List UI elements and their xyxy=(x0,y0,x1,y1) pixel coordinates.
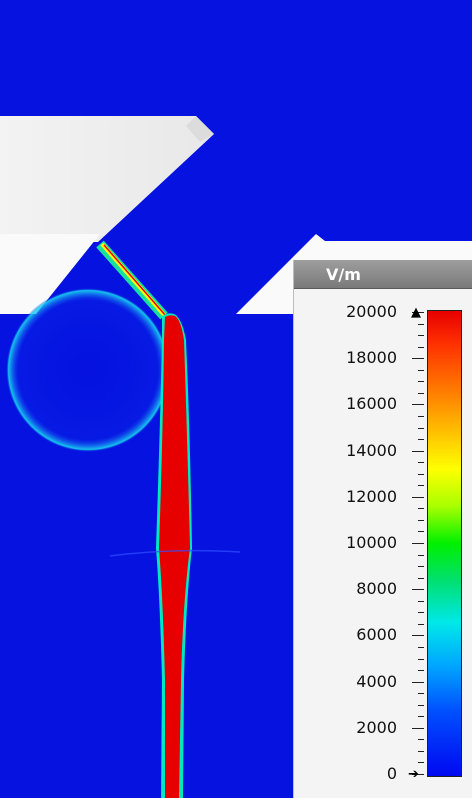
tick-label: 10000 xyxy=(346,533,397,552)
major-tick xyxy=(412,774,424,775)
minor-tick xyxy=(418,716,424,717)
major-tick xyxy=(412,728,424,729)
tick-label: 16000 xyxy=(346,394,397,414)
minor-tick xyxy=(418,520,424,521)
minor-tick xyxy=(418,566,424,567)
minor-tick xyxy=(418,381,424,382)
colorbar-gradient xyxy=(427,310,462,777)
minor-tick xyxy=(418,739,424,740)
major-tick xyxy=(412,404,424,405)
minor-tick xyxy=(418,324,424,325)
tick-label: 18000 xyxy=(346,348,397,368)
tick-label: 6000 xyxy=(356,625,397,645)
major-tick xyxy=(412,358,424,359)
electrode-bevel xyxy=(186,116,214,142)
tick-label: 0 xyxy=(386,764,397,783)
minor-tick xyxy=(418,508,424,509)
minor-tick xyxy=(418,474,424,475)
minor-tick xyxy=(418,439,424,440)
tick-label: 8000 xyxy=(356,579,397,599)
minor-tick xyxy=(418,751,424,752)
tick-label: 2000 xyxy=(356,717,397,737)
minor-tick xyxy=(418,393,424,394)
tick-label: 14000 xyxy=(346,440,397,460)
major-tick xyxy=(412,451,424,452)
field-arc xyxy=(6,288,170,452)
major-tick xyxy=(412,589,424,590)
major-tick xyxy=(412,682,424,683)
right-electrode xyxy=(236,234,472,314)
minor-tick xyxy=(418,485,424,486)
minor-tick xyxy=(418,693,424,694)
major-tick xyxy=(412,635,424,636)
tick-label: 4000 xyxy=(356,671,397,691)
minor-tick xyxy=(418,416,424,417)
minor-tick xyxy=(418,578,424,579)
cross-artifact xyxy=(109,549,241,557)
lower-left-electrode xyxy=(0,234,100,314)
minor-tick xyxy=(418,612,424,613)
legend-unit-label: V/m xyxy=(326,265,361,284)
minor-tick xyxy=(418,370,424,371)
minor-tick xyxy=(418,555,424,556)
triangle-up-icon[interactable]: ▲ xyxy=(411,305,421,320)
minor-tick xyxy=(418,705,424,706)
high-field-channel xyxy=(159,315,190,798)
minor-tick xyxy=(418,347,424,348)
upper-electrode xyxy=(0,116,214,242)
major-tick xyxy=(412,543,424,544)
minor-tick xyxy=(418,647,424,648)
minor-tick xyxy=(418,762,424,763)
legend-header: V/m xyxy=(294,260,472,289)
minor-tick xyxy=(418,531,424,532)
minor-tick xyxy=(418,659,424,660)
minor-tick xyxy=(418,428,424,429)
minor-tick xyxy=(418,462,424,463)
minor-tick xyxy=(418,670,424,671)
tick-label: 12000 xyxy=(346,486,397,506)
minor-tick xyxy=(418,601,424,602)
minor-tick xyxy=(418,335,424,336)
tick-label: 20000 xyxy=(346,302,397,321)
major-tick xyxy=(412,497,424,498)
minor-tick xyxy=(418,624,424,625)
major-tick xyxy=(412,312,424,313)
arrow-right-icon[interactable]: ➔ xyxy=(408,767,419,782)
colorbar-legend: V/m 20000 18000 16000 14000 12000 10000 8000 60… xyxy=(293,260,472,798)
legend-ticks: 20000 18000 16000 14000 12000 10000 8000 6000 40… xyxy=(294,260,472,798)
